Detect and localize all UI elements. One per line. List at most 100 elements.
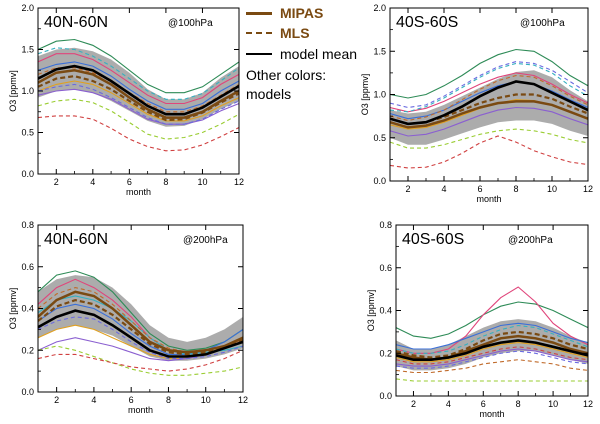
panel-region-title: 40N-60N (44, 14, 108, 31)
y-tick-label: 1.0 (21, 86, 34, 96)
y-tick-label: 2.0 (373, 3, 386, 13)
y-tick-label: 0.0 (21, 169, 34, 179)
model-line-2 (396, 286, 588, 354)
plot-area (390, 48, 588, 169)
x-tick-label: 10 (197, 177, 207, 187)
model-line-2 (38, 53, 239, 105)
model-mean-line (390, 80, 588, 126)
model-line-10 (38, 316, 243, 360)
x-tick-label: 2 (54, 395, 59, 405)
model-spread-band (38, 47, 239, 127)
panel-region-title: 40S-60S (396, 14, 458, 31)
y-axis-label: O3 [ppmv] (8, 70, 18, 112)
x-tick-label: 4 (441, 184, 446, 194)
panel-pressure-level: @100hPa (520, 18, 565, 29)
model-line-5 (38, 88, 239, 125)
y-tick-label: 0.0 (21, 387, 34, 397)
x-axis-label: month (128, 405, 153, 415)
chart-panel-2: 2 4 6 8 10 12 0.0 0.5 1.0 1.5 2.0 month O3 [ppmv] 40S… (360, 3, 593, 204)
x-tick-label: 10 (548, 399, 558, 409)
x-tick-label: 8 (163, 177, 168, 187)
legend: MIPAS MLS model mean Other colors: model… (246, 2, 386, 112)
x-tick-label: 2 (54, 177, 59, 187)
model-line-9 (38, 115, 239, 152)
mls-line (396, 330, 588, 359)
x-tick-label: 2 (405, 184, 410, 194)
model-line-7 (38, 67, 239, 113)
model-line-10 (390, 61, 588, 109)
x-tick-label: 12 (238, 395, 248, 405)
x-axis-label: month (476, 194, 501, 204)
legend-label-model-mean: model mean (280, 46, 358, 62)
x-tick-label: 6 (481, 399, 486, 409)
model-line-6 (38, 47, 239, 100)
model-line-7 (390, 74, 588, 122)
chart-panel-1: 2 4 6 8 10 12 0.0 0.5 1.0 1.5 2.0 month O3 [ppmv] 40N… (8, 3, 244, 197)
model-line-8 (38, 98, 239, 140)
x-tick-label: 2 (411, 399, 416, 409)
x-tick-label: 6 (129, 395, 134, 405)
model-mean-line (396, 339, 588, 362)
model-line-8 (38, 345, 243, 376)
model-line-9 (390, 135, 588, 169)
model-line-1 (38, 38, 239, 94)
model-line-10 (396, 350, 588, 369)
plot-area (38, 38, 239, 152)
model-line-3 (396, 322, 588, 350)
x-tick-label: 4 (90, 177, 95, 187)
model-line-2 (390, 72, 588, 113)
y-tick-label: 0.8 (21, 220, 34, 230)
y-axis-label: O3 [ppmv] (366, 290, 376, 332)
model-line-8 (390, 128, 588, 149)
y-axis-label: O3 [ppmv] (360, 74, 370, 116)
legend-label-mls: MLS (280, 25, 310, 41)
mipas-line (38, 290, 243, 354)
y-tick-label: 0.5 (21, 128, 34, 138)
x-axis-label: month (479, 409, 504, 419)
x-tick-label: 10 (547, 184, 557, 194)
mls-line (38, 298, 243, 356)
model-line-9 (396, 346, 588, 365)
model-line-7 (396, 359, 588, 374)
panel-region-title: 40N-60N (44, 231, 108, 248)
x-tick-label: 8 (516, 399, 521, 409)
model-line-5 (390, 106, 588, 137)
y-tick-label: 1.0 (373, 90, 386, 100)
model-line-8 (396, 378, 588, 382)
panel-pressure-level: @100hPa (168, 18, 213, 29)
model-line-6 (390, 62, 588, 113)
legend-item-model-mean: model mean (246, 45, 357, 63)
mipas-line (390, 100, 588, 129)
x-tick-label: 6 (477, 184, 482, 194)
y-tick-label: 0.0 (379, 391, 392, 401)
model-line-3 (38, 61, 239, 110)
panel-pressure-level: @200hPa (183, 235, 228, 246)
legend-other-line1: Other colors: (246, 67, 327, 83)
y-tick-label: 0.6 (379, 263, 392, 273)
x-tick-label: 8 (166, 395, 171, 405)
x-tick-label: 4 (91, 395, 96, 405)
plot-area (396, 286, 588, 382)
y-tick-label: 0.6 (21, 262, 34, 272)
model-line-4 (396, 342, 588, 363)
y-tick-label: 0.5 (373, 133, 386, 143)
y-tick-label: 0.2 (379, 348, 392, 358)
model-line-3 (390, 80, 588, 120)
x-tick-label: 12 (234, 177, 244, 187)
model-line-5 (396, 348, 588, 367)
model-line-4 (38, 80, 239, 122)
y-tick-label: 1.5 (21, 45, 34, 55)
mipas-line (38, 69, 239, 119)
y-tick-label: 0.4 (379, 306, 392, 316)
y-tick-label: 2.0 (21, 3, 34, 13)
model-line-1 (396, 301, 588, 339)
legend-item-mls: MLS (246, 24, 310, 42)
panel-region-title: 40S-60S (402, 231, 464, 248)
model-mean-line (38, 309, 243, 358)
model-mean-line-swatch (246, 53, 272, 55)
model-line-1 (390, 48, 588, 99)
legend-label-mipas: MIPAS (280, 5, 324, 21)
model-spread-band (38, 275, 243, 361)
y-axis-label: O3 [ppmv] (8, 288, 18, 330)
